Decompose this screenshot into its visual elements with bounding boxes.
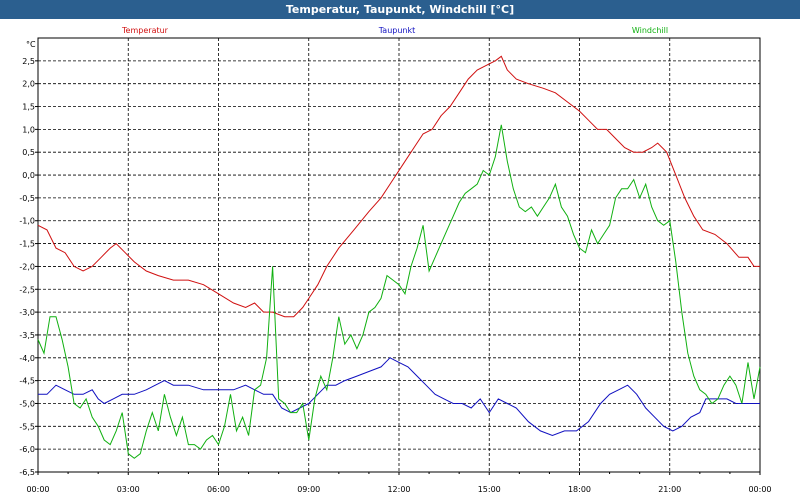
x-tick-time-label: 00:00 — [26, 485, 49, 494]
y-axis: 2,5 2,0 1,5 1,0 0,5 0,0 -0,5 -1,0 -1,5 -2,0 -2,5 -3… — [19, 57, 38, 477]
legend: Temperatur Taupunkt Windchill — [121, 26, 668, 35]
y-tick-label: 0,5 — [22, 148, 35, 157]
series-line-taupunkt — [38, 357, 760, 437]
x-tick-time-label: 03:00 — [117, 485, 140, 494]
y-tick-label: -5,0 — [19, 399, 35, 408]
x-tick-time-label: 06:00 — [207, 485, 230, 494]
series-lines — [37, 55, 761, 459]
y-tick-label: -1,0 — [19, 217, 35, 226]
y-tick-label: -0,5 — [19, 194, 35, 203]
y-tick-label: -3,5 — [19, 331, 35, 340]
y-tick-label: -6,0 — [19, 445, 35, 454]
y-tick-label: 1,0 — [22, 125, 35, 134]
x-tick-time-label: 21:00 — [658, 485, 681, 494]
x-tick-time-label: 00:00 — [748, 485, 771, 494]
x-tick-time-label: 15:00 — [478, 485, 501, 494]
y-tick-label: -3,0 — [19, 308, 35, 317]
chart-title: Temperatur, Taupunkt, Windchill [°C] — [0, 0, 800, 19]
y-tick-label: 0,0 — [22, 171, 35, 180]
x-tick-time-label: 12:00 — [387, 485, 410, 494]
y-tick-label: 2,5 — [22, 57, 35, 66]
y-tick-label: -2,0 — [19, 262, 35, 271]
y-tick-label: -2,5 — [19, 285, 35, 294]
y-axis-unit-label: °C — [26, 40, 36, 49]
legend-entry-temperatur: Temperatur — [121, 26, 169, 35]
x-axis: 00:0029.11.1603:0029.11.1606:0029.11.160… — [26, 472, 772, 494]
x-tick-time-label: 18:00 — [568, 485, 591, 494]
x-tick-time-label: 09:00 — [297, 485, 320, 494]
y-tick-label: -4,0 — [19, 354, 35, 363]
legend-entry-taupunkt: Taupunkt — [378, 26, 416, 35]
y-tick-label: -1,5 — [19, 240, 35, 249]
y-tick-label: -6,5 — [19, 468, 35, 477]
y-tick-label: 1,5 — [22, 103, 35, 112]
series-line-windchill — [37, 124, 761, 459]
chart: 2,5 2,0 1,5 1,0 0,5 0,0 -0,5 -1,0 -1,5 -2,0 -2,5 -3… — [19, 26, 772, 494]
y-tick-label: 2,0 — [22, 80, 35, 89]
y-tick-label: -5,5 — [19, 422, 35, 431]
series-line-temperatur — [37, 55, 760, 318]
y-tick-label: -4,5 — [19, 377, 35, 386]
legend-entry-windchill: Windchill — [632, 26, 668, 35]
